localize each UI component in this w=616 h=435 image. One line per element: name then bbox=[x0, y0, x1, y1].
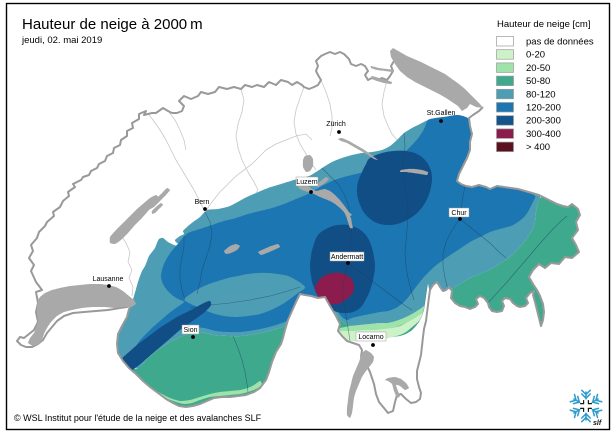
svg-text:jeudi, 02. mai 2019: jeudi, 02. mai 2019 bbox=[21, 35, 102, 46]
svg-text:50-80: 50-80 bbox=[526, 76, 550, 87]
svg-text:300-400: 300-400 bbox=[526, 129, 561, 140]
svg-text:80-120: 80-120 bbox=[526, 89, 556, 100]
svg-text:Bern: Bern bbox=[195, 199, 210, 206]
svg-text:© WSL Institut pour l'étude de: © WSL Institut pour l'étude de la neige … bbox=[14, 413, 262, 423]
svg-text:St.Gallen: St.Gallen bbox=[427, 110, 456, 117]
svg-text:Locarno: Locarno bbox=[358, 334, 383, 341]
svg-text:Hauteur de neige [cm]: Hauteur de neige [cm] bbox=[497, 19, 590, 30]
svg-text:0-20: 0-20 bbox=[526, 50, 545, 61]
svg-text:Hauteur de neige à 2000 m: Hauteur de neige à 2000 m bbox=[22, 16, 203, 33]
svg-text:Zürich: Zürich bbox=[326, 121, 346, 128]
svg-text:200-300: 200-300 bbox=[526, 116, 561, 127]
svg-text:20-50: 20-50 bbox=[526, 63, 550, 74]
svg-text:120-200: 120-200 bbox=[526, 103, 561, 114]
svg-text:Sion: Sion bbox=[183, 327, 197, 334]
svg-text:Andermatt: Andermatt bbox=[331, 254, 363, 261]
svg-text:Lausanne: Lausanne bbox=[93, 276, 124, 283]
svg-text:slf: slf bbox=[593, 420, 602, 427]
svg-text:Chur: Chur bbox=[451, 210, 467, 217]
svg-text:pas de données: pas de données bbox=[526, 37, 594, 48]
svg-text:> 400: > 400 bbox=[526, 142, 550, 153]
svg-text:Luzern: Luzern bbox=[296, 179, 318, 186]
